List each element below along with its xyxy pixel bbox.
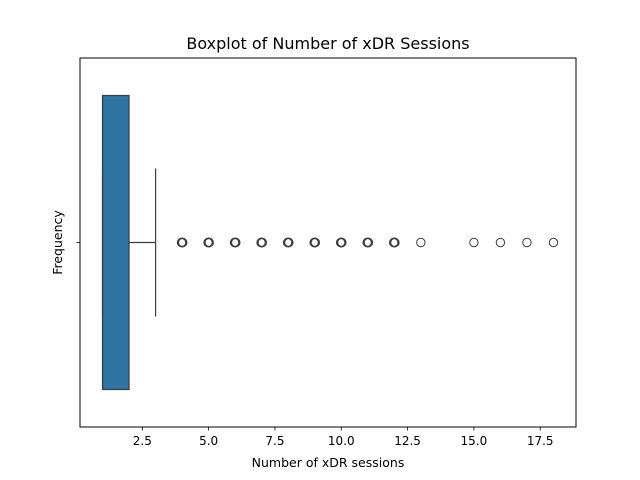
x-tick-label: 5.0 [199, 434, 218, 448]
outlier-point-overlap [204, 237, 214, 248]
outlier-point [495, 237, 506, 248]
x-tick-label: 12.5 [394, 434, 421, 448]
y-axis-label: Frequency [50, 210, 65, 275]
chart-title: Boxplot of Number of xDR Sessions [186, 34, 469, 53]
outlier-point-overlap [230, 237, 241, 248]
outlier-point [416, 237, 426, 248]
x-tick-label: 2.5 [133, 434, 152, 448]
outlier-point-overlap [310, 237, 321, 248]
x-axis: 2.5 5.0 7.5 10.0 12.5 15.0 17.5 [133, 427, 554, 448]
outlier-point-overlap [257, 237, 268, 248]
outlier-point-overlap [336, 237, 347, 248]
outlier-point [469, 237, 479, 248]
outlier-point [548, 237, 559, 248]
x-axis-label: Number of xDR sessions [252, 455, 405, 470]
outlier-point-overlap [389, 237, 400, 248]
x-tick-label: 17.5 [527, 434, 554, 448]
x-tick-label: 7.5 [265, 434, 284, 448]
outlier-point [522, 237, 532, 248]
outlier-point-overlap [363, 237, 374, 248]
x-tick-label: 10.0 [328, 434, 355, 448]
outlier-point-overlap [283, 237, 294, 248]
outlier-point-overlap [177, 237, 188, 248]
plot-area [101, 94, 559, 391]
iqr-box [101, 94, 130, 391]
x-tick-label: 15.0 [461, 434, 488, 448]
